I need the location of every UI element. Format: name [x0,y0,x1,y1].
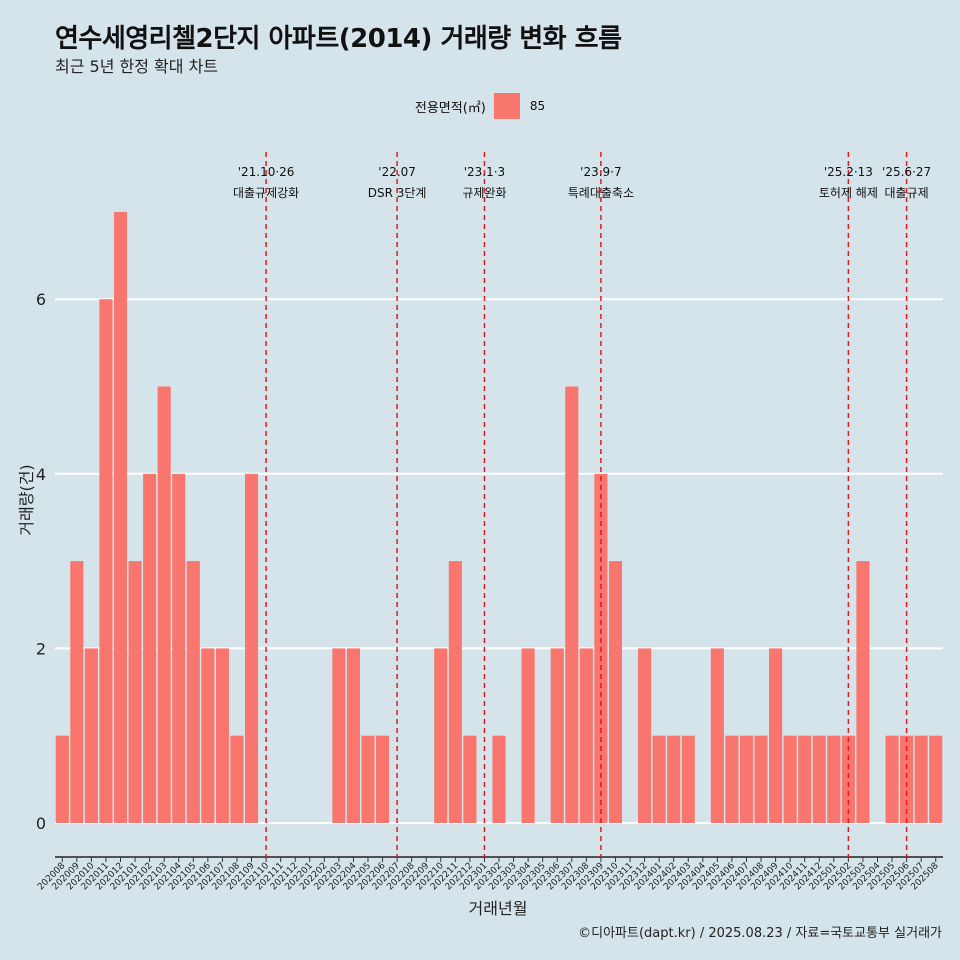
bar [346,648,360,823]
legend-title: 전용면적(㎡) [414,100,486,116]
bar [798,735,812,823]
bar [157,386,171,823]
bar [550,648,564,823]
legend-swatch [493,93,520,119]
bar [929,735,943,823]
bar [230,735,244,823]
bar [638,648,652,823]
bar [375,735,390,823]
bar [463,735,477,823]
bar [244,473,259,823]
bar [841,735,855,823]
bar [215,648,229,823]
annotation-label: 규제완화 [462,186,506,200]
bar [143,473,157,823]
bar [70,561,84,823]
bar [99,299,113,823]
legend: 전용면적(㎡) 85 [0,93,960,119]
bar [434,648,448,823]
bar [579,648,593,823]
bar [885,735,899,823]
bar [361,735,375,823]
annotation-date: '23.1·3 [464,165,505,179]
bar [84,648,98,823]
bar [783,735,797,823]
y-axis-title: 거래량(건) [17,464,36,535]
annotation-date: '25.2·13 [824,165,873,179]
annotation-label: 대출규제 [885,186,929,200]
bar [565,386,579,823]
annotation-date: '22.07 [378,165,416,179]
y-tick-label: 4 [36,465,46,484]
y-tick-label: 2 [36,639,46,658]
bar [128,561,142,823]
bar [914,735,928,823]
annotation-label: 대출규제강화 [233,186,299,200]
annotation-label: 토허제 해제 [819,186,878,200]
bar [55,735,69,823]
y-tick-label: 6 [36,290,46,309]
bar [900,735,914,823]
bar [448,561,462,823]
bar [172,473,186,823]
annotation-label: 특례대출축소 [568,186,634,200]
bar [681,735,695,823]
bar [492,735,506,823]
bar [332,648,346,823]
bar [769,648,783,823]
annotation-date: '25.6·27 [882,165,931,179]
bar [667,735,681,823]
bar [739,735,754,823]
bar [608,561,623,823]
bar [521,648,535,823]
annotation-date: '21.10·26 [238,165,295,179]
bar [725,735,739,823]
y-tick-label: 0 [36,814,46,833]
bar [652,735,666,823]
annotation-date: '23.9·7 [580,165,621,179]
chart-subtitle: 최근 5년 한정 확대 차트 [55,57,219,76]
bar [710,648,724,823]
bar [856,561,870,823]
annotation-label: DSR 3단계 [368,186,427,200]
chart-title: 연수세영리첼2단지 아파트(2014) 거래량 변화 흐름 [55,24,622,54]
x-axis-title: 거래년월 [469,899,528,918]
bar [201,648,215,823]
bar [812,735,826,823]
bar [113,211,128,823]
legend-item-label: 85 [529,99,546,113]
bar [754,735,768,823]
bar [186,561,200,823]
source-caption: ©디아파트(dapt.kr) / 2025.08.23 / 자료=국토교통부 실… [578,926,942,941]
bar [827,735,841,823]
